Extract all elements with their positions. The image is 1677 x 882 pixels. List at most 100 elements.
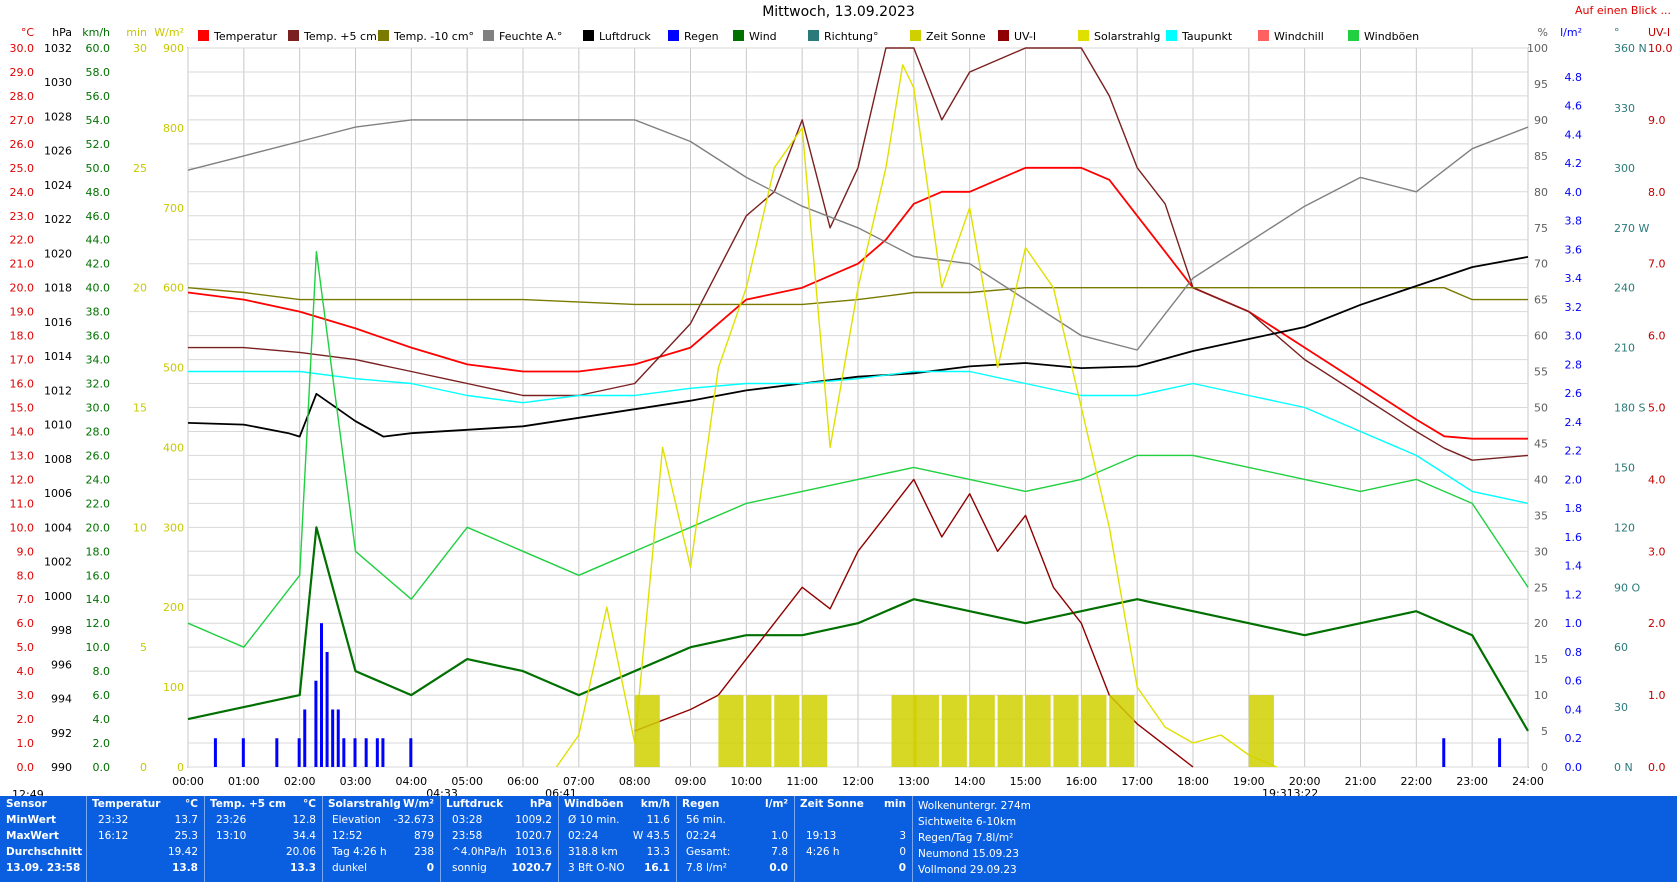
x-tick-label: 07:00 xyxy=(563,775,595,788)
dir-axis-tick: 120 xyxy=(1614,521,1635,534)
dir-axis-tick: 330 xyxy=(1614,102,1635,115)
pct-axis-tick: 45 xyxy=(1534,437,1548,450)
dir-axis-tick: 240 xyxy=(1614,282,1635,295)
table-header-sensor: Sensor xyxy=(6,798,47,810)
table-cell-sun-value: 0 xyxy=(898,862,906,874)
series-regen-bar xyxy=(275,738,279,767)
series-regen-bar xyxy=(375,738,379,767)
hpa-axis-tick: 1032 xyxy=(44,42,72,55)
rain-axis-tick: 4.2 xyxy=(1565,157,1583,170)
table-cell-press-label: 03:28 xyxy=(452,814,483,826)
legend-swatch xyxy=(1166,30,1177,41)
dir-axis-tick: 270 W xyxy=(1614,222,1649,235)
dir-axis-tick: 210 xyxy=(1614,342,1635,355)
table-cell-solar-label: Elevation xyxy=(332,814,381,826)
pct-axis-tick: 70 xyxy=(1534,258,1548,271)
hpa-axis-tick: 1002 xyxy=(44,556,72,569)
pct-axis-tick: 15 xyxy=(1534,653,1548,666)
uv-axis-tick: 3.0 xyxy=(1648,545,1666,558)
kmh-axis-tick: 14.0 xyxy=(86,593,111,606)
rain-axis-tick: 1.6 xyxy=(1565,531,1583,544)
wm2-axis-tick: 600 xyxy=(163,282,184,295)
x-tick-label: 00:00 xyxy=(172,775,204,788)
table-cell-solar-label: dunkel xyxy=(332,862,368,874)
x-tick-label: 08:00 xyxy=(619,775,651,788)
temp-axis-tick: 10.0 xyxy=(10,521,35,534)
x-tick-label: 20:00 xyxy=(1289,775,1321,788)
table-header-gust: Windböen xyxy=(564,798,624,810)
series-zeit-sonne-bar xyxy=(718,695,744,767)
temp-axis-tick: 3.0 xyxy=(17,689,35,702)
legend-label: Temp. +5 cm° xyxy=(304,30,383,43)
wm2-axis-tick: 700 xyxy=(163,202,184,215)
hpa-axis-tick: 992 xyxy=(51,727,72,740)
series-regen-bar xyxy=(213,738,217,767)
min-axis-tick: 0 xyxy=(140,761,147,774)
legend-swatch xyxy=(378,30,389,41)
kmh-axis-tick: 16.0 xyxy=(86,569,111,582)
table-cell-gust-value: 16.1 xyxy=(644,862,670,874)
series-temp-10-cm--line xyxy=(187,287,1528,306)
hpa-axis-tick: 1020 xyxy=(44,247,72,260)
temp-axis-tick: 6.0 xyxy=(17,617,35,630)
legend-item: UV-I xyxy=(998,30,1036,43)
legend-swatch xyxy=(668,30,679,41)
series-zeit-sonne-bar xyxy=(891,695,917,767)
table-cell-rain-value: 7.8 xyxy=(771,846,788,858)
kmh-axis-tick: 12.0 xyxy=(86,617,111,630)
rain-axis-tick: 4.6 xyxy=(1565,100,1583,113)
uv-axis-tick: 4.0 xyxy=(1648,473,1666,486)
uv-axis-tick: 7.0 xyxy=(1648,258,1666,271)
hpa-axis-tick: 1030 xyxy=(44,76,72,89)
series-regen-bar xyxy=(297,738,301,767)
x-tick-label: 21:00 xyxy=(1345,775,1377,788)
table-header-t5: Temp. +5 cm xyxy=(210,798,286,810)
table-cell-sun-value: 0 xyxy=(899,846,906,858)
table-header-temp: Temperatur xyxy=(92,798,161,810)
table-cell-t5-value: 34.4 xyxy=(292,830,316,842)
wm2-axis-tick: 400 xyxy=(163,441,184,454)
x-tick-label: 06:00 xyxy=(507,775,539,788)
kmh-axis-tick: 10.0 xyxy=(86,641,111,654)
rain-axis-tick: 2.8 xyxy=(1565,358,1583,371)
table-cell-temp-value: 25.3 xyxy=(174,830,198,842)
wm2-axis-tick: 500 xyxy=(163,362,184,375)
kmh-axis-tick: 36.0 xyxy=(86,330,111,343)
rain-axis-tick: 0.8 xyxy=(1565,646,1583,659)
legend-item: Taupunkt xyxy=(1166,30,1232,43)
rain-axis-tick: 0.4 xyxy=(1565,703,1583,716)
x-tick-label: 09:00 xyxy=(675,775,707,788)
x-tick-label: 13:00 xyxy=(898,775,930,788)
table-header-press-unit: hPa xyxy=(530,798,552,810)
table-cell-rain-label: 56 min. xyxy=(686,814,726,826)
hpa-axis-tick: 1016 xyxy=(44,316,72,329)
table-header-temp-unit: °C xyxy=(185,798,198,810)
series-regen-bar xyxy=(353,738,357,767)
temp-axis-tick: 22.0 xyxy=(10,234,35,247)
temp-axis-tick: 26.0 xyxy=(10,138,35,151)
rain-axis-tick: 3.6 xyxy=(1565,243,1583,256)
legend-item: Luftdruck xyxy=(583,30,651,43)
legend-label: Luftdruck xyxy=(599,30,651,43)
table-header-press: Luftdruck xyxy=(446,798,504,810)
chart-title: Mittwoch, 13.09.2023 xyxy=(762,4,915,20)
temp-axis-tick: 28.0 xyxy=(10,90,35,103)
rain-axis-tick: 4.4 xyxy=(1565,128,1583,141)
table-divider xyxy=(86,796,87,882)
x-tick-label: 18:00 xyxy=(1177,775,1209,788)
table-row-label: Durchschnitt xyxy=(6,846,83,858)
temp-axis-unit: °C xyxy=(21,26,35,39)
legend-label: Wind xyxy=(749,30,777,43)
overview-link[interactable]: Auf einen Blick ... xyxy=(1575,4,1671,17)
table-cell-t5-value: 12.8 xyxy=(292,814,316,826)
pct-axis-tick: 50 xyxy=(1534,402,1548,415)
kmh-axis-tick: 40.0 xyxy=(86,282,111,295)
stats-table: Sensor Temperatur °C Temp. +5 cm °C Solarstra… xyxy=(0,796,1677,882)
x-tick-label: 11:00 xyxy=(786,775,818,788)
temp-axis-tick: 9.0 xyxy=(17,545,35,558)
wm2-axis-unit: W/m² xyxy=(154,26,184,39)
legend-label: Windchill xyxy=(1274,30,1324,43)
table-divider xyxy=(440,796,441,882)
rain-axis-tick: 3.0 xyxy=(1565,330,1583,343)
temp-axis-tick: 8.0 xyxy=(17,569,35,582)
